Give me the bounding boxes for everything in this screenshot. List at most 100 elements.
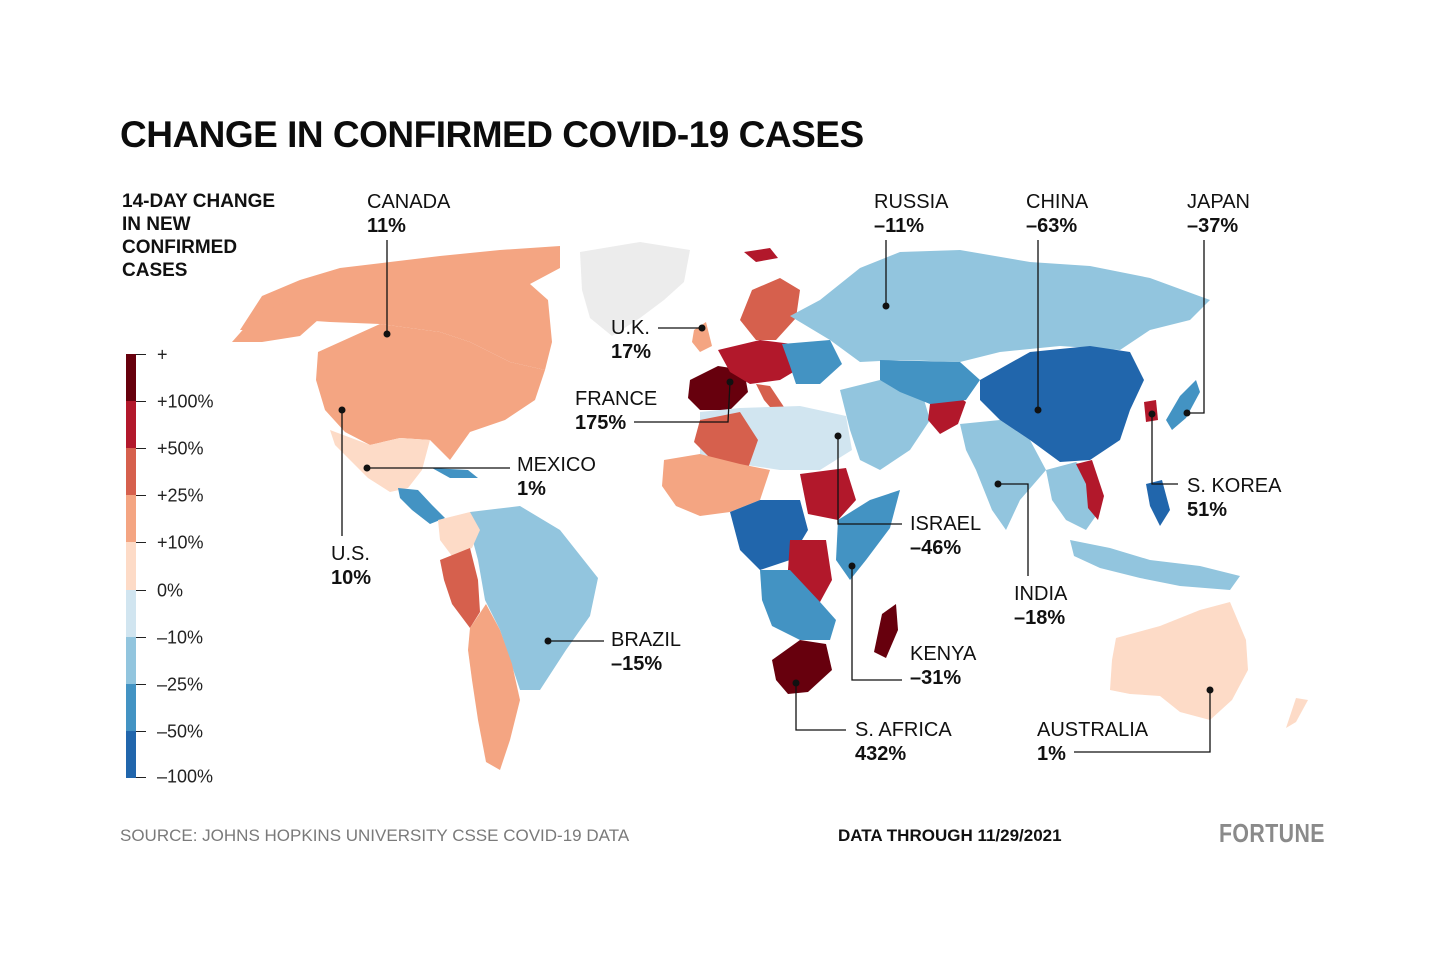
legend-swatch <box>126 637 136 684</box>
legend-tick <box>136 448 146 449</box>
callout-value: –46% <box>910 537 962 559</box>
legend-swatch <box>126 354 136 401</box>
callout-uk: U.K. 17% <box>611 316 651 364</box>
legend-label: + <box>157 344 168 365</box>
region-argentina-chile <box>468 604 520 770</box>
callout-value: 1% <box>1037 743 1066 765</box>
legend-tick <box>136 495 146 496</box>
region-peru <box>440 548 480 628</box>
legend-title: 14-DAY CHANGE IN NEW CONFIRMED CASES <box>122 190 322 282</box>
fortune-logo: FORTUNE <box>1219 818 1325 848</box>
callout-kenya: KENYA –31% <box>910 642 976 690</box>
callout-safrica: S. AFRICA 432% <box>855 718 952 766</box>
callout-france: FRANCE 175% <box>575 387 657 435</box>
dot-india <box>994 480 1002 488</box>
data-through-note: DATA THROUGH 11/29/2021 <box>838 826 1062 845</box>
legend-swatch <box>126 495 136 542</box>
source-note: SOURCE: JOHNS HOPKINS UNIVERSITY CSSE CO… <box>120 826 630 845</box>
callout-country: U.S. <box>331 543 370 565</box>
dot-china <box>1034 406 1042 414</box>
dot-safrica <box>792 679 800 687</box>
region-scandinavia <box>740 278 800 340</box>
callout-country: JAPAN <box>1187 191 1250 213</box>
region-russia <box>790 250 1210 362</box>
callout-israel: ISRAEL –46% <box>910 512 981 560</box>
dot-us <box>338 406 346 414</box>
dot-uk <box>698 324 706 332</box>
callout-country: FRANCE <box>575 388 658 410</box>
region-east-africa <box>836 490 900 580</box>
legend-tick <box>136 354 146 355</box>
callout-country: CANADA <box>367 191 451 213</box>
callout-country: U.K. <box>611 317 650 339</box>
callout-value: –15% <box>611 653 663 675</box>
legend-swatch <box>126 542 136 590</box>
callout-country: S. KOREA <box>1187 475 1282 497</box>
callout-value: –11% <box>874 215 925 237</box>
callout-value: –31% <box>910 667 962 689</box>
region-indonesia <box>1070 540 1240 590</box>
callout-country: AUSTRALIA <box>1037 719 1149 741</box>
region-vietnam <box>1076 460 1104 520</box>
region-greenland <box>580 242 690 336</box>
region-usa <box>316 324 545 460</box>
callout-value: 11% <box>367 215 406 237</box>
leader-kenya <box>851 566 902 681</box>
color-legend: + +100% +50% +25% +10% 0% –10% –25% –50%… <box>126 345 266 787</box>
callout-country: KENYA <box>910 643 977 665</box>
region-central-asia <box>880 360 980 404</box>
callout-value: –37% <box>1187 215 1239 237</box>
callout-value: 175% <box>575 412 627 434</box>
legend-label: –10% <box>157 627 204 648</box>
region-australia <box>1110 602 1248 720</box>
callout-australia: AUSTRALIA 1% <box>1037 718 1148 766</box>
dot-brazil <box>544 637 552 645</box>
callout-value: 10% <box>331 567 372 589</box>
legend-label: +100% <box>157 391 214 412</box>
legend-tick <box>136 731 146 732</box>
region-uk <box>692 322 712 352</box>
dot-france <box>726 378 734 386</box>
legend-label: –100% <box>157 766 214 787</box>
callout-value: 1% <box>517 478 546 500</box>
callout-value: 51% <box>1187 499 1228 521</box>
region-india <box>960 420 1046 530</box>
dot-japan <box>1183 409 1191 417</box>
callout-china: CHINA –63% <box>1026 190 1088 238</box>
leader-skorea <box>1151 414 1178 485</box>
leader-safrica <box>795 683 846 731</box>
region-central-africa <box>730 500 808 570</box>
leader-france <box>634 381 731 423</box>
legend-title-line: CASES <box>122 260 188 281</box>
region-iceland <box>744 248 778 262</box>
region-canada <box>240 246 560 370</box>
legend-tick <box>136 777 146 778</box>
region-japan <box>1166 380 1200 430</box>
region-west-africa <box>662 454 770 516</box>
region-central-america <box>398 488 445 524</box>
callout-country: ISRAEL <box>910 513 982 535</box>
region-mexico <box>330 430 430 492</box>
legend-tick <box>136 401 146 402</box>
dot-israel <box>834 432 842 440</box>
legend-swatch <box>126 590 136 637</box>
legend-title-line: IN NEW <box>122 214 191 235</box>
region-china <box>980 346 1144 462</box>
region-colombia-venezuela <box>438 512 480 556</box>
legend-tick <box>136 590 146 591</box>
legend-swatch <box>126 448 136 495</box>
region-italy <box>756 384 786 414</box>
legend-label: –50% <box>157 721 204 742</box>
callout-japan: JAPAN –37% <box>1187 190 1250 238</box>
callout-country: CHINA <box>1026 191 1089 213</box>
dot-australia <box>1206 686 1214 694</box>
region-middle-east <box>840 380 930 470</box>
legend-title-line: 14-DAY CHANGE <box>122 191 276 212</box>
callout-country: MEXICO <box>517 454 596 476</box>
legend-title-line: CONFIRMED <box>122 237 238 258</box>
region-sudan <box>800 468 856 520</box>
dot-canada <box>383 330 391 338</box>
legend-label: +25% <box>157 485 204 506</box>
